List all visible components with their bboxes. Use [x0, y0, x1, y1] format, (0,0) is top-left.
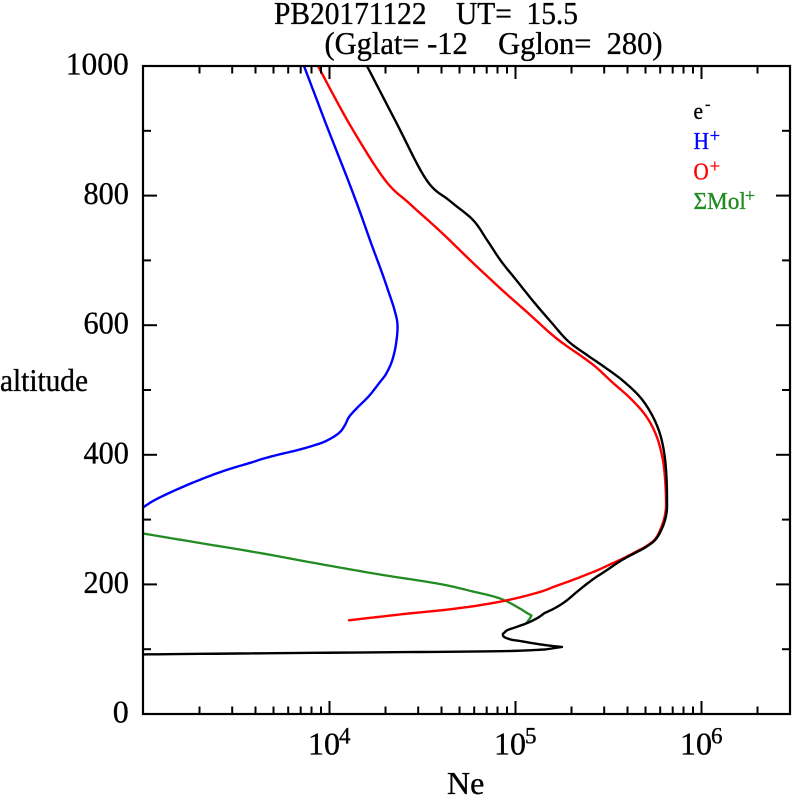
- svg-text:4: 4: [339, 724, 351, 749]
- svg-text:200: 200: [84, 564, 129, 600]
- svg-text:Ne: Ne: [447, 765, 484, 795]
- svg-text:+: +: [710, 157, 720, 177]
- svg-text:10: 10: [308, 726, 340, 762]
- svg-text:ΣMol: ΣMol: [694, 188, 746, 215]
- svg-text:+: +: [710, 127, 720, 147]
- svg-text:1000: 1000: [66, 46, 129, 82]
- svg-text:+: +: [745, 187, 755, 207]
- svg-text:400: 400: [84, 434, 129, 470]
- svg-text:600: 600: [84, 305, 129, 341]
- svg-text:PB20171122 UT= 15.5: PB20171122 UT= 15.5: [274, 0, 578, 31]
- svg-text:10: 10: [680, 726, 712, 762]
- svg-text:800: 800: [84, 175, 129, 211]
- svg-text:-: -: [705, 95, 711, 114]
- svg-text:H: H: [694, 128, 710, 155]
- svg-text:altitude: altitude: [0, 362, 88, 398]
- svg-text:10: 10: [494, 726, 526, 762]
- svg-text:0: 0: [113, 694, 129, 730]
- svg-text:e: e: [694, 98, 704, 125]
- svg-text:5: 5: [525, 724, 537, 749]
- svg-text:6: 6: [711, 724, 723, 749]
- svg-text:O: O: [694, 158, 709, 185]
- svg-text:(Gglat= -12 Gglon= 280): (Gglat= -12 Gglon= 280): [325, 25, 663, 61]
